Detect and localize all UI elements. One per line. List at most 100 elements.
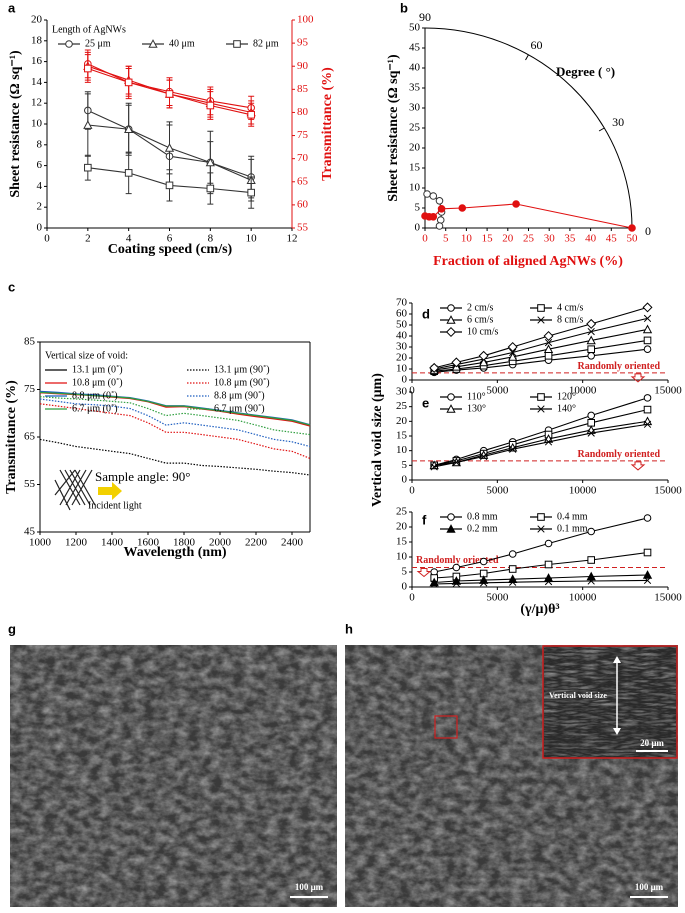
marker xyxy=(587,577,595,585)
reference-label: Randomly oriented xyxy=(416,555,499,566)
marker xyxy=(628,224,636,232)
marker xyxy=(84,163,92,172)
y-axis-label: Sheet resistance (Ω sq⁻¹) xyxy=(8,50,23,198)
y-tick-label: 5 xyxy=(415,202,421,214)
x-tick-label: 5000 xyxy=(486,385,509,397)
x-tick-label: 8 xyxy=(208,233,214,245)
legend-marker xyxy=(65,40,73,48)
y-tick-label: 0 xyxy=(402,581,408,593)
y-tick-label: 18 xyxy=(31,34,43,46)
legend-label: 8.8 μm (90˚) xyxy=(214,390,265,401)
series-line xyxy=(424,203,633,229)
x-tick-label: 10000 xyxy=(569,592,597,604)
y-axis-label: Transmittance (%) xyxy=(4,380,19,494)
marker xyxy=(587,345,596,353)
y2-tick-label: 100 xyxy=(297,14,314,26)
marker xyxy=(423,190,431,198)
x-tick-label: 12 xyxy=(287,233,298,245)
x-tick-label: 30 xyxy=(544,233,556,245)
y-tick-label: 65 xyxy=(24,431,36,443)
series-line xyxy=(39,396,311,436)
marker xyxy=(544,438,553,446)
y-tick-label: 40 xyxy=(409,62,421,74)
marker xyxy=(508,352,518,361)
y-tick-label: 25 xyxy=(409,122,421,134)
legend-marker xyxy=(447,304,455,312)
x-tick-label: 0 xyxy=(409,485,415,497)
panel-label: g xyxy=(8,621,16,636)
y-tick-label: 5 xyxy=(402,566,408,578)
legend-label: 13.1 μm (0˚) xyxy=(72,364,123,375)
reference-label: Randomly oriented xyxy=(578,361,661,372)
reference-arrow xyxy=(630,461,646,471)
x-tick-label: 0 xyxy=(409,385,415,397)
y-tick-label: 50 xyxy=(396,319,408,331)
y-tick-label: 25 xyxy=(396,506,408,518)
marker xyxy=(586,571,596,581)
y-tick-label: 10 xyxy=(396,551,408,563)
marker xyxy=(543,344,554,353)
y-tick-label: 10 xyxy=(396,363,408,375)
scale-label: 100 μm xyxy=(295,882,324,892)
reference-arrow xyxy=(630,373,646,383)
legend-label: 82 μm xyxy=(253,38,279,49)
x-tick-label: 5 xyxy=(443,233,449,245)
legend-label: 8 cm/s xyxy=(557,314,583,325)
legend-label: 0.8 mm xyxy=(467,511,498,522)
marker xyxy=(451,357,462,368)
y-tick-label: 15 xyxy=(396,536,408,548)
marker xyxy=(587,352,596,360)
marker xyxy=(206,184,215,193)
legend-marker xyxy=(537,525,545,533)
x-tick-label: 1400 xyxy=(101,537,124,549)
legend-label: 130° xyxy=(467,403,486,414)
marker xyxy=(544,338,553,347)
y-tick-label: 0 xyxy=(402,474,408,486)
y-tick-label: 70 xyxy=(396,297,408,309)
legend-marker xyxy=(148,39,158,48)
panel-label: b xyxy=(400,0,408,15)
legend-marker xyxy=(446,315,456,324)
marker xyxy=(587,429,595,437)
marker xyxy=(435,197,444,205)
marker xyxy=(452,563,461,572)
marker xyxy=(480,452,488,461)
panel-label: d xyxy=(422,306,430,321)
marker xyxy=(587,419,596,427)
y-tick-label: 35 xyxy=(409,82,421,94)
marker xyxy=(165,90,174,98)
angle-arc xyxy=(424,27,633,229)
legend-label: 6.7 μm (90˚) xyxy=(214,403,265,414)
marker xyxy=(480,579,488,587)
x-tick-label: 20 xyxy=(502,233,514,245)
angle-tick-label: 90 xyxy=(419,10,431,24)
legend-marker xyxy=(537,405,545,413)
inset-texture xyxy=(544,647,676,757)
marker xyxy=(430,463,438,471)
x-tick-label: 10000 xyxy=(569,485,597,497)
marker xyxy=(435,222,444,230)
series-line xyxy=(39,403,311,459)
legend-marker xyxy=(233,40,241,48)
marker xyxy=(643,576,652,585)
marker xyxy=(587,556,596,564)
angle-tick xyxy=(525,54,529,61)
reference-arrow xyxy=(416,568,432,578)
marker xyxy=(643,336,652,345)
marker xyxy=(586,335,596,345)
legend-label: 6 cm/s xyxy=(467,314,493,325)
x-tick-label: 0 xyxy=(44,233,50,245)
legend-marker xyxy=(445,326,457,338)
legend-marker xyxy=(537,393,545,401)
y-axis-label: Sheet resistance (Ω sq⁻¹) xyxy=(386,54,401,202)
y2-tick-label: 70 xyxy=(297,152,309,164)
legend-title: Length of AgNWs xyxy=(52,24,126,35)
y-tick-label: 30 xyxy=(396,386,408,398)
x-tick-label: 15000 xyxy=(654,385,682,397)
x-tick-label: 4 xyxy=(126,233,132,245)
y2-tick-label: 95 xyxy=(297,37,309,49)
reference-label: Randomly oriented xyxy=(578,449,661,460)
marker xyxy=(429,213,438,221)
y-tick-label: 55 xyxy=(24,478,36,490)
marker xyxy=(429,192,438,200)
